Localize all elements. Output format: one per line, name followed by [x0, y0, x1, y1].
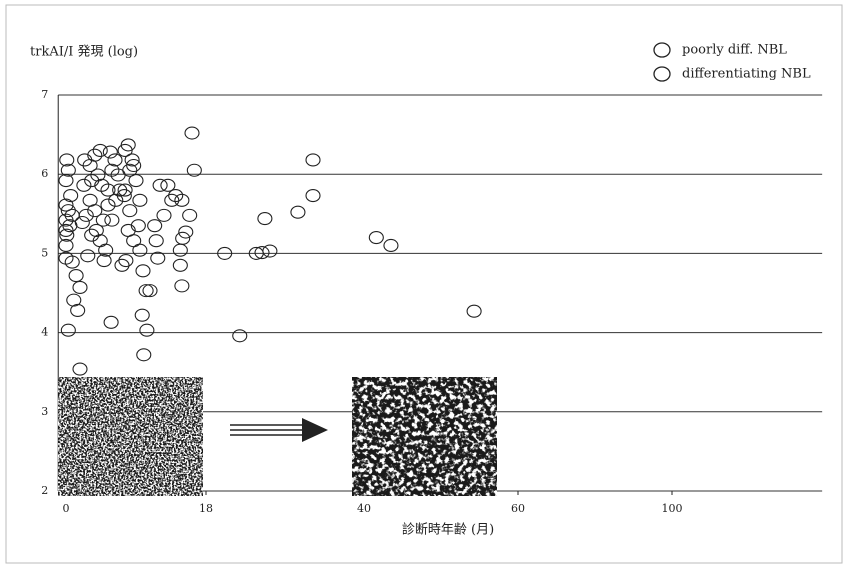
point: [101, 199, 115, 211]
arrow: [230, 418, 328, 442]
point: [136, 265, 150, 277]
y-tick-label: 5: [41, 246, 48, 259]
point: [123, 205, 137, 217]
x-tick-label: 60: [511, 502, 525, 515]
point: [104, 316, 118, 328]
point: [140, 324, 154, 336]
chart: 2 3 4 5 6 7 0 18 40 60 100 trkAI/I 発現 (log) 診断時年齢 …: [0, 0, 848, 569]
micrograph-left: [58, 377, 203, 496]
x-tick-label: 40: [357, 502, 371, 515]
y-tick-label: 3: [41, 405, 48, 418]
point: [77, 179, 91, 191]
point: [143, 285, 157, 297]
point: [151, 252, 165, 264]
point: [93, 144, 107, 156]
point: [133, 194, 147, 206]
y-tick-label: 2: [41, 484, 48, 497]
x-tick-label: 18: [199, 502, 213, 515]
point: [148, 220, 162, 232]
y-tick-label: 6: [41, 167, 48, 180]
point: [175, 194, 189, 206]
legend-label: poorly diff. NBL: [682, 43, 787, 58]
point: [185, 127, 199, 139]
point: [183, 209, 197, 221]
point: [384, 239, 398, 251]
point: [233, 330, 247, 342]
point: [73, 281, 87, 293]
point: [73, 363, 87, 375]
point: [108, 154, 122, 166]
point: [137, 349, 151, 361]
point: [105, 214, 119, 226]
point: [61, 324, 75, 336]
x-tick-label: 0: [63, 502, 70, 515]
point: [263, 245, 277, 257]
point: [258, 213, 272, 225]
point: [139, 285, 153, 297]
point: [133, 244, 147, 256]
y-tick-label: 4: [41, 326, 48, 339]
point: [59, 252, 73, 264]
point: [69, 270, 83, 282]
point: [153, 179, 167, 191]
point: [161, 179, 175, 191]
point: [103, 146, 117, 158]
point: [175, 280, 189, 292]
legend-marker: [654, 43, 670, 57]
y-axis-title: trkAI/I 発現 (log): [30, 45, 138, 60]
point: [467, 305, 481, 317]
point: [71, 304, 85, 316]
point: [149, 235, 163, 247]
point: [65, 256, 79, 268]
point: [127, 235, 141, 247]
point: [96, 214, 110, 226]
legend-label: differentiating NBL: [682, 67, 811, 82]
point: [306, 190, 320, 202]
point: [173, 259, 187, 271]
point: [129, 175, 143, 187]
point: [135, 309, 149, 321]
legend-marker: [654, 67, 670, 81]
point: [88, 149, 102, 161]
point: [157, 209, 171, 221]
point: [75, 217, 89, 229]
point: [291, 206, 305, 218]
y-tick-label: 7: [41, 88, 48, 101]
point: [306, 154, 320, 166]
point: [95, 179, 109, 191]
x-axis-title: 診断時年齢 (月): [402, 522, 494, 538]
point: [173, 244, 187, 256]
point: [81, 250, 95, 262]
point: [131, 220, 145, 232]
point: [369, 232, 383, 244]
point: [64, 190, 78, 202]
x-tick-label: 100: [662, 502, 683, 515]
micrograph-right: [352, 377, 497, 496]
